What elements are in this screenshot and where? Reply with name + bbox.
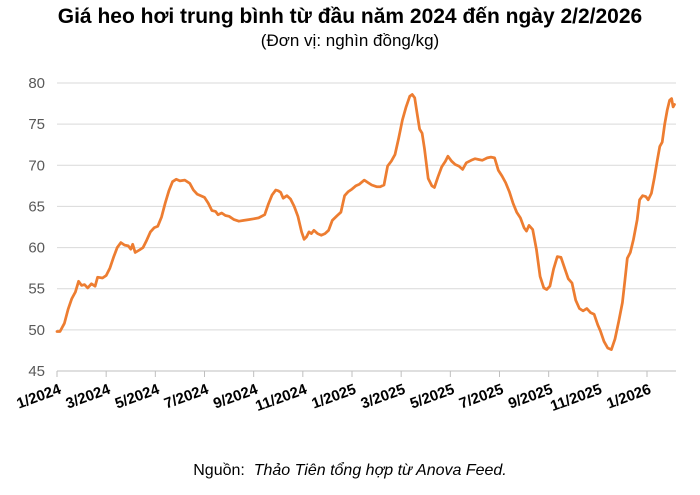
y-axis-tick-label: 55 xyxy=(28,281,45,298)
y-axis-tick-label: 80 xyxy=(28,75,45,92)
x-axis-tick-label: 3/2024 xyxy=(64,381,114,413)
y-axis-tick-label: 60 xyxy=(28,240,45,257)
y-axis-tick-label: 65 xyxy=(28,198,45,215)
x-axis-tick-label: 9/2024 xyxy=(211,381,261,413)
x-axis-tick-label: 1/2026 xyxy=(604,381,653,413)
y-axis-tick-label: 50 xyxy=(28,322,45,339)
y-axis-tick-label: 75 xyxy=(28,116,45,133)
x-axis-tick-label: 7/2024 xyxy=(162,381,212,413)
y-axis-tick-label: 70 xyxy=(28,157,45,174)
price-line-chart-svg: 80 75 70 65 60 55 50 451/2024 3/2024 5/2024 7/2024… xyxy=(14,75,676,415)
x-axis-tick-label: 3/2025 xyxy=(359,381,408,413)
x-axis-tick-label: 5/2024 xyxy=(113,381,163,413)
chart-subtitle: (Đơn vị: nghìn đồng/kg) xyxy=(260,31,440,50)
x-axis-tick-label: 9/2025 xyxy=(506,381,555,413)
x-axis-tick-label: 1/2025 xyxy=(309,381,358,413)
price-line-series xyxy=(55,93,676,351)
x-axis-tick-label: 7/2025 xyxy=(457,381,506,413)
x-axis-tick-label: 5/2025 xyxy=(408,381,457,413)
x-axis-tick-label: 11/2025 xyxy=(548,381,604,415)
x-axis-tick-label: 1/2024 xyxy=(14,381,64,413)
y-axis-tick-label: 45 xyxy=(28,363,45,380)
source-line: Nguồn: Thảo Tiên tổng hợp từ Anova Feed. xyxy=(0,462,700,480)
chart-title: Giá heo hơi trung bình từ đầu năm 2024 đ… xyxy=(57,5,643,28)
source-label: Nguồn: xyxy=(193,462,245,479)
x-axis-tick-label: 11/2024 xyxy=(253,381,310,415)
source-text: Thảo Tiên tổng hợp từ Anova Feed. xyxy=(253,462,507,479)
